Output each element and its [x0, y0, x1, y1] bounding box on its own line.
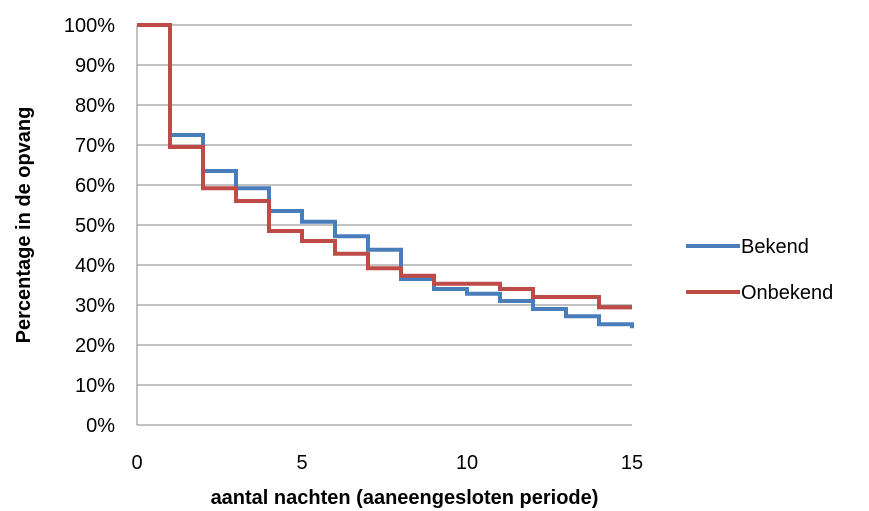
y-axis-tick-labels: 0% 10% 20% 30% 40% 50% 60% 70% 80% 90% 100%: [64, 15, 115, 437]
axes: [136, 25, 632, 426]
x-axis-tick-labels: 0 5 10 15: [131, 452, 643, 474]
legend-label: Bekend: [741, 236, 809, 258]
y-tick-label: 60%: [75, 175, 115, 197]
y-tick-label: 50%: [75, 215, 115, 237]
y-tick-label: 100%: [64, 15, 115, 37]
series-lines: [137, 23, 634, 329]
y-tick-label: 90%: [75, 55, 115, 77]
x-tick-label: 15: [621, 452, 643, 474]
series-line-onbekend: [137, 23, 632, 310]
y-tick-label: 30%: [75, 295, 115, 317]
y-tick-label: 20%: [75, 335, 115, 357]
y-tick-label: 10%: [75, 375, 115, 397]
x-tick-label: 5: [296, 452, 307, 474]
y-tick-label: 40%: [75, 255, 115, 277]
y-tick-label: 70%: [75, 135, 115, 157]
y-tick-label: 80%: [75, 95, 115, 117]
x-axis-title: aantal nachten (aaneengesloten periode): [211, 487, 599, 509]
legend: Bekend Onbekend: [686, 236, 833, 304]
x-tick-label: 10: [456, 452, 478, 474]
gridlines: [137, 24, 632, 426]
y-tick-label: 0%: [86, 415, 115, 437]
x-tick-label: 0: [131, 452, 142, 474]
legend-label: Onbekend: [741, 282, 833, 304]
y-axis-title: Percentage in de opvang: [13, 107, 35, 344]
series-line-bekend: [137, 23, 634, 329]
